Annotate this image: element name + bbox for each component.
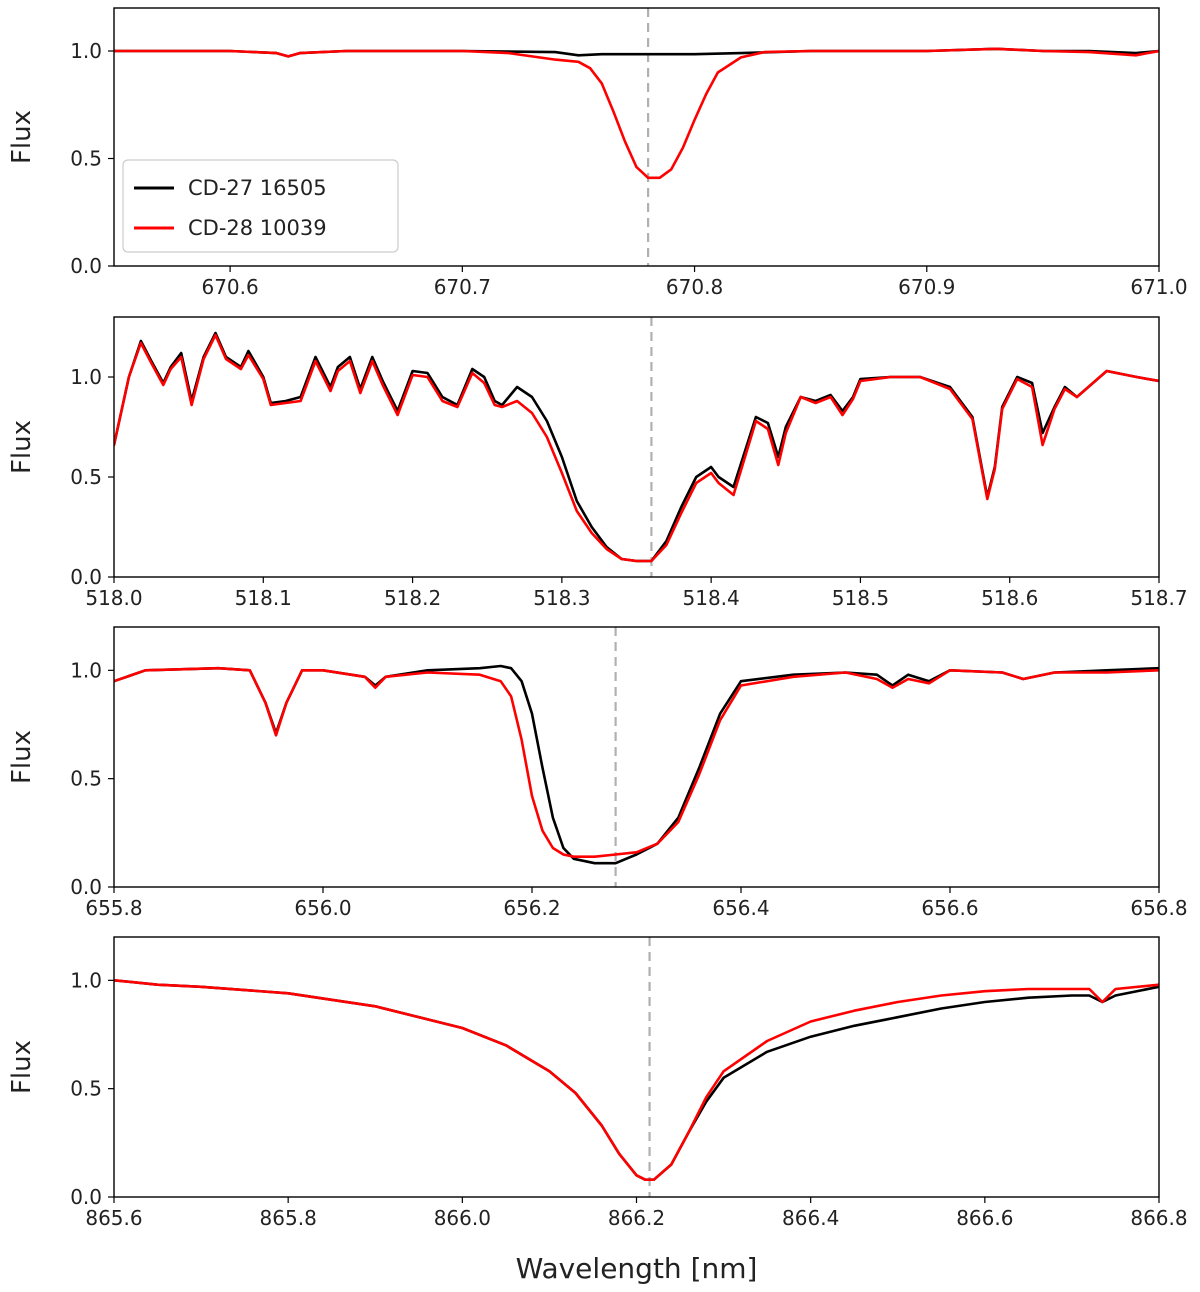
legend: CD-27 16505 CD-28 10039 — [122, 159, 399, 253]
x-tick-label: 670.6 — [201, 275, 258, 299]
x-tick-label: 518.2 — [384, 586, 441, 610]
x-tick-label: 866.4 — [782, 1206, 839, 1230]
series-group — [114, 331, 1159, 563]
y-tick-label: 1.0 — [70, 365, 102, 389]
x-tick-label: 518.1 — [235, 586, 292, 610]
x-tick-label: 518.4 — [683, 586, 740, 610]
y-tick-label: 0.5 — [70, 1077, 102, 1101]
x-tick-label: 670.9 — [898, 275, 955, 299]
panel-3: 655.8 656.0 656.2 656.4 656.6 656.8 0.0 0.5 1.0 F… — [7, 626, 1188, 920]
x-tick-label: 518.5 — [832, 586, 889, 610]
y-axis-label: Flux — [7, 1040, 37, 1094]
axes-frame — [113, 626, 1160, 888]
y-tick-label: 0.0 — [70, 1185, 102, 1209]
x-tick-label: 518.6 — [981, 586, 1038, 610]
plot-area — [114, 317, 1159, 577]
y-tick-label: 0.5 — [70, 147, 102, 171]
x-tick-label: 866.2 — [608, 1206, 665, 1230]
y-axis-label: Flux — [7, 420, 37, 474]
x-tick-label: 518.0 — [85, 586, 142, 610]
series-line-cd-28-10039 — [114, 47, 1159, 180]
x-tick-label: 866.8 — [1130, 1206, 1187, 1230]
panel-4: 865.6 865.8 866.0 866.2 866.4 866.6 866.8 0.0 0.… — [7, 936, 1188, 1285]
plot-area — [114, 937, 1159, 1197]
legend-entry-label: CD-28 10039 — [188, 216, 327, 240]
x-tick-label: 866.0 — [434, 1206, 491, 1230]
x-tick-label: 671.0 — [1130, 275, 1187, 299]
x-tick-label: 656.6 — [921, 896, 978, 920]
y-axis-label: Flux — [7, 730, 37, 784]
y-tick-label: 1.0 — [70, 39, 102, 63]
series-line-cd-28-10039 — [114, 666, 1159, 858]
series-line-cd-28-10039 — [114, 333, 1159, 563]
y-tick-label: 0.0 — [70, 875, 102, 899]
y-tick-label: 0.0 — [70, 254, 102, 278]
series-group — [114, 979, 1159, 1181]
y-tick-label: 0.5 — [70, 465, 102, 489]
legend-entry-label: CD-27 16505 — [188, 176, 327, 200]
x-tick-label: 865.8 — [260, 1206, 317, 1230]
x-tick-label: 656.8 — [1130, 896, 1187, 920]
panel-2: 518.0 518.1 518.2 518.3 518.4 518.5 518.6 518.7… — [7, 316, 1188, 610]
x-tick-label: 865.6 — [85, 1206, 142, 1230]
x-tick-label: 656.4 — [712, 896, 769, 920]
panel-1: 670.6 670.7 670.8 670.9 671.0 0.0 0.5 1.0 Flux CD… — [7, 7, 1188, 299]
series-line-cd-28-10039 — [114, 979, 1159, 1181]
y-axis-label: Flux — [7, 110, 37, 164]
x-axis-label: Wavelength [nm] — [516, 1252, 758, 1285]
legend-box — [122, 159, 399, 253]
x-tick-label: 655.8 — [85, 896, 142, 920]
y-tick-label: 1.0 — [70, 968, 102, 992]
x-tick-label: 656.0 — [294, 896, 351, 920]
series-group — [114, 47, 1159, 180]
y-tick-label: 1.0 — [70, 658, 102, 682]
plot-area — [114, 627, 1159, 887]
x-tick-label: 518.3 — [533, 586, 590, 610]
series-group — [114, 664, 1159, 865]
x-tick-label: 670.7 — [434, 275, 491, 299]
x-tick-label: 518.7 — [1130, 586, 1187, 610]
x-tick-label: 866.6 — [956, 1206, 1013, 1230]
x-tick-label: 670.8 — [666, 275, 723, 299]
axes-frame — [113, 7, 1160, 267]
x-tick-label: 656.2 — [503, 896, 560, 920]
y-tick-label: 0.0 — [70, 565, 102, 589]
y-tick-label: 0.5 — [70, 767, 102, 791]
axes-frame — [113, 316, 1160, 578]
